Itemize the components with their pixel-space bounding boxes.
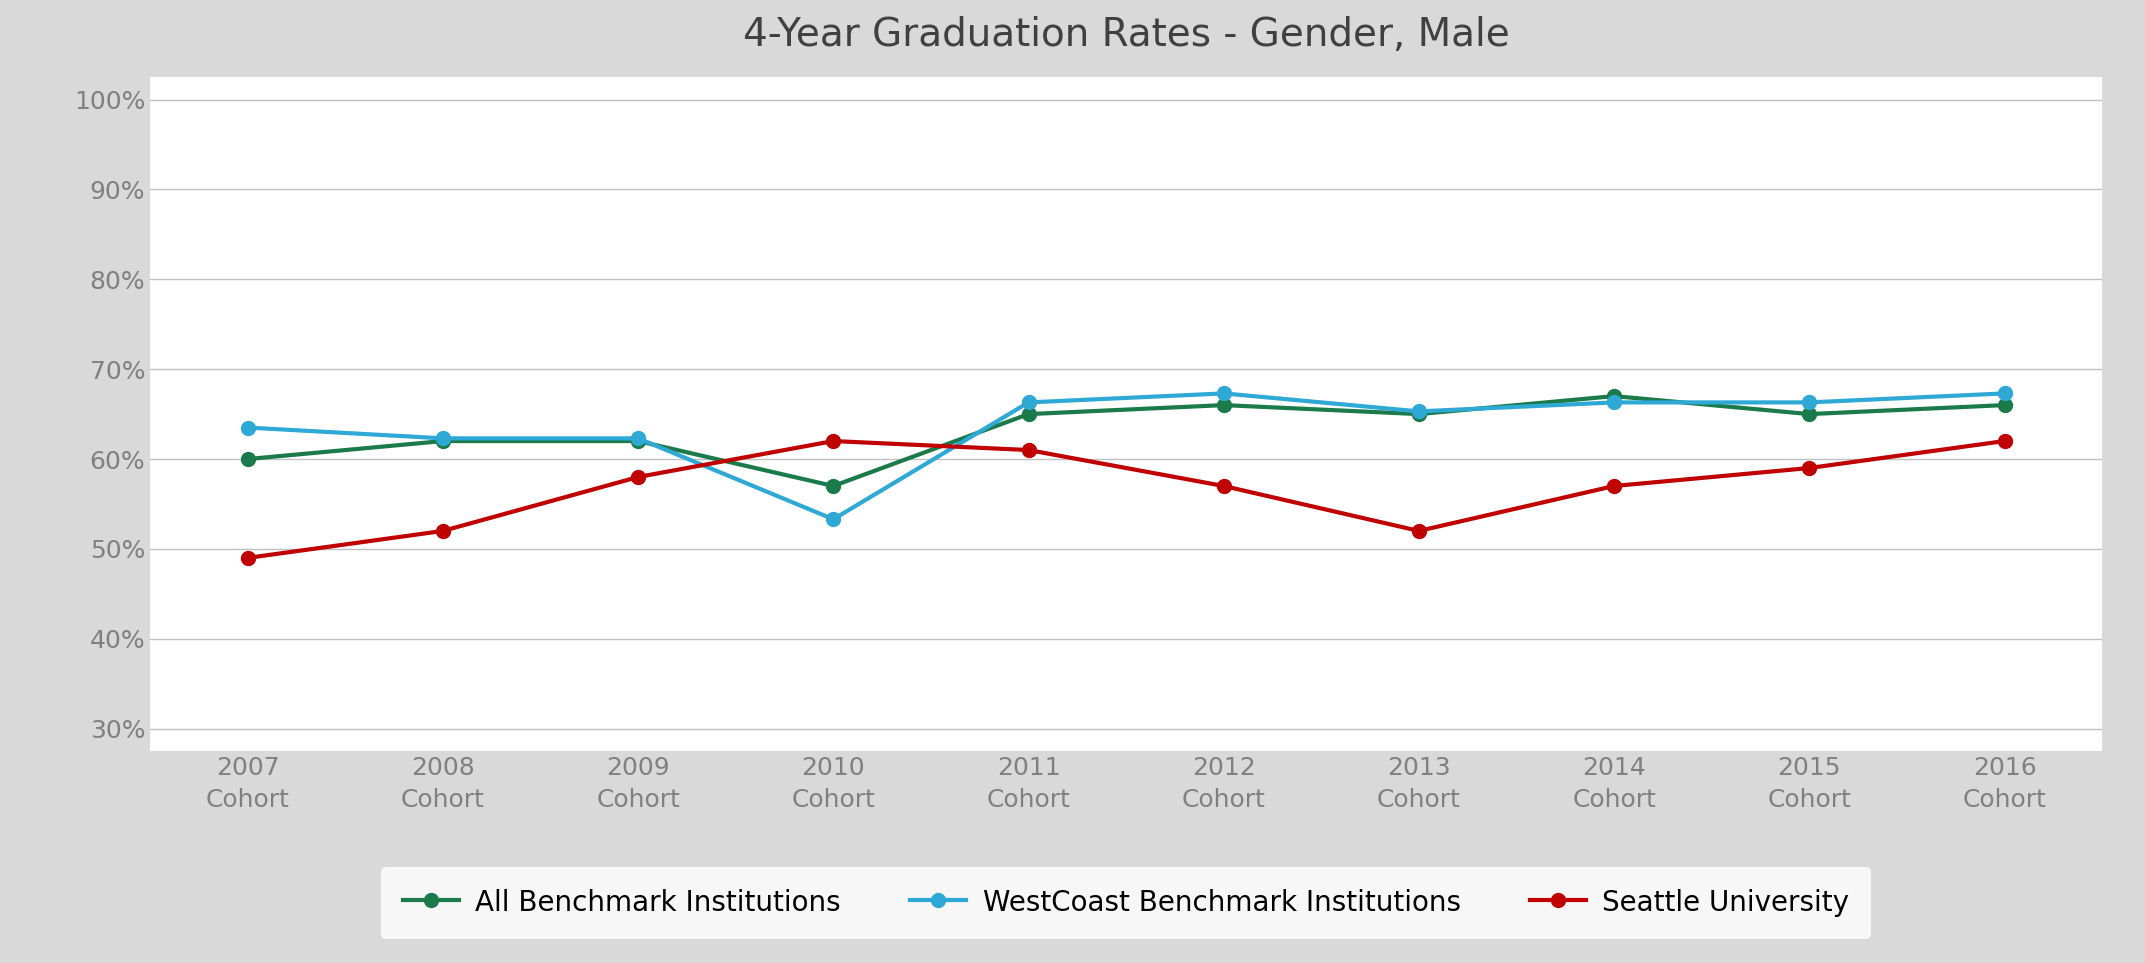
Line: Seattle University: Seattle University — [240, 434, 2012, 565]
Seattle University — [1210, 481, 1236, 492]
All Benchmark Institutions — [1017, 408, 1042, 420]
All Benchmark Institutions — [1407, 408, 1433, 420]
All Benchmark Institutions — [429, 435, 455, 447]
All Benchmark Institutions — [236, 454, 262, 465]
All Benchmark Institutions — [1600, 390, 1626, 402]
Seattle University — [236, 552, 262, 563]
Seattle University — [1600, 481, 1626, 492]
Seattle University — [429, 525, 455, 536]
All Benchmark Institutions — [1991, 400, 2016, 411]
All Benchmark Institutions — [1795, 408, 1821, 420]
Seattle University — [626, 471, 652, 482]
All Benchmark Institutions — [1210, 400, 1236, 411]
Seattle University — [819, 435, 845, 447]
Seattle University — [1795, 462, 1821, 474]
Seattle University — [1407, 525, 1433, 536]
WestCoast Benchmark Institutions — [236, 422, 262, 433]
WestCoast Benchmark Institutions — [819, 513, 845, 525]
WestCoast Benchmark Institutions — [626, 432, 652, 444]
Legend: All Benchmark Institutions, WestCoast Benchmark Institutions, Seattle University: All Benchmark Institutions, WestCoast Be… — [382, 867, 1870, 940]
WestCoast Benchmark Institutions — [1991, 388, 2016, 400]
WestCoast Benchmark Institutions — [1210, 388, 1236, 400]
WestCoast Benchmark Institutions — [1017, 397, 1042, 408]
Line: WestCoast Benchmark Institutions: WestCoast Benchmark Institutions — [240, 386, 2012, 526]
WestCoast Benchmark Institutions — [429, 432, 455, 444]
WestCoast Benchmark Institutions — [1600, 397, 1626, 408]
All Benchmark Institutions — [819, 481, 845, 492]
Title: 4-Year Graduation Rates - Gender, Male: 4-Year Graduation Rates - Gender, Male — [742, 16, 1510, 55]
Line: All Benchmark Institutions: All Benchmark Institutions — [240, 389, 2012, 493]
WestCoast Benchmark Institutions — [1795, 397, 1821, 408]
Seattle University — [1017, 444, 1042, 455]
All Benchmark Institutions — [626, 435, 652, 447]
Seattle University — [1991, 435, 2016, 447]
WestCoast Benchmark Institutions — [1407, 405, 1433, 417]
